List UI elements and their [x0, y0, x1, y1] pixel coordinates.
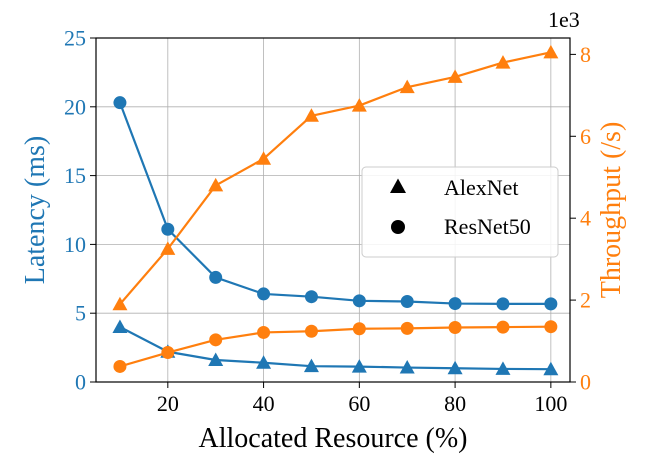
throughput-alexnet-point	[256, 151, 272, 165]
throughput-resnet50-point	[352, 322, 366, 336]
throughput-resnet50-point	[161, 346, 175, 360]
throughput-alexnet-point	[112, 296, 128, 311]
latency-alexnet-point	[495, 361, 511, 375]
throughput-resnet50-series	[113, 320, 558, 373]
x-tick-label: 100	[534, 391, 567, 416]
latency-resnet50-point	[544, 297, 558, 311]
throughput-alexnet-point	[160, 241, 176, 255]
plot-frame	[95, 37, 571, 383]
left-y-tick-label: 25	[64, 26, 86, 51]
throughput-resnet50-point	[400, 321, 414, 335]
throughput-resnet50-point	[113, 359, 127, 373]
throughput-resnet50-point	[257, 325, 271, 339]
latency-alexnet-point	[303, 358, 319, 373]
x-tick-label: 40	[253, 391, 275, 416]
latency-resnet50-series	[113, 96, 558, 311]
legend-triangle-marker	[390, 178, 406, 193]
right-y-tick-label: 2	[580, 288, 591, 313]
right-y-tick-label: 0	[580, 370, 591, 395]
latency-resnet50-line	[118, 102, 551, 305]
latency-alexnet-series	[112, 319, 559, 376]
left-y-tick-label: 0	[75, 370, 86, 395]
throughput-alexnet-point	[351, 98, 367, 112]
latency-alexnet-point	[112, 319, 128, 333]
throughput-resnet50-line	[119, 325, 551, 368]
axis-ticks: 20 40 60 80 100 0 5 10 15 20 25 0 2 4 6 8	[64, 26, 591, 417]
right-axis-title: Throughput (/s)	[596, 122, 627, 299]
latency-resnet50-point	[448, 297, 462, 311]
legend-box	[361, 166, 559, 258]
latency-resnet50-point	[304, 290, 318, 304]
right-y-tick-label: 4	[580, 206, 591, 231]
data-series	[112, 44, 559, 376]
left-y-tick-label: 20	[64, 94, 86, 119]
throughput-resnet50-point	[496, 320, 510, 334]
throughput-alexnet-point	[399, 79, 415, 94]
left-y-tick-label: 15	[64, 163, 86, 188]
right-y-tick-label: 8	[580, 42, 591, 67]
throughput-alexnet-point	[208, 177, 224, 192]
latency-resnet50-point	[400, 295, 414, 309]
throughput-alexnet-point	[543, 44, 559, 59]
throughput-resnet50-point	[544, 320, 558, 334]
throughput-alexnet-point	[495, 55, 511, 69]
left-axis-title: Latency (ms)	[20, 136, 51, 285]
x-axis-title: Allocated Resource (%)	[199, 423, 468, 454]
throughput-alexnet-line	[119, 51, 552, 305]
throughput-resnet50-point	[304, 324, 318, 338]
latency-resnet50-point	[257, 287, 271, 301]
x-tick-label: 60	[348, 391, 370, 416]
throughput-alexnet-point	[303, 108, 319, 122]
right-y-tick-label: 6	[580, 124, 591, 149]
latency-alexnet-point	[399, 360, 415, 374]
latency-alexnet-point	[208, 352, 224, 366]
left-y-tick-label: 5	[75, 301, 86, 326]
latency-resnet50-point	[113, 96, 127, 110]
x-tick-label: 20	[157, 391, 179, 416]
right-axis-multiplier: 1e3	[548, 7, 580, 32]
legend-label-alexnet: AlexNet	[444, 175, 519, 200]
latency-alexnet-line	[119, 325, 551, 371]
latency-alexnet-point	[256, 355, 272, 369]
latency-resnet50-point	[496, 297, 510, 311]
latency-resnet50-point	[161, 222, 175, 236]
throughput-resnet50-point	[448, 321, 462, 335]
x-tick-label: 80	[444, 391, 466, 416]
latency-resnet50-point	[352, 294, 366, 308]
throughput-alexnet-point	[447, 69, 463, 83]
latency-alexnet-point	[447, 360, 463, 375]
legend-label-resnet50: ResNet50	[444, 214, 531, 239]
latency-alexnet-point	[543, 361, 559, 376]
latency-resnet50-point	[209, 270, 223, 284]
left-y-tick-label: 10	[64, 232, 86, 257]
throughput-resnet50-point	[209, 333, 223, 347]
latency-alexnet-point	[351, 359, 367, 373]
legend-circle-marker	[391, 220, 405, 234]
throughput-alexnet-series	[112, 44, 559, 311]
legend: AlexNet ResNet50	[361, 166, 559, 258]
